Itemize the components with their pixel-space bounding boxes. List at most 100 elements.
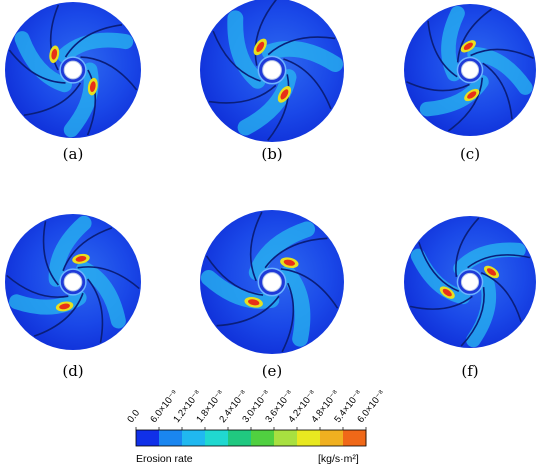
impeller-panel — [196, 0, 348, 151]
blade — [482, 62, 513, 120]
blade — [23, 82, 82, 116]
erosion-hotspot-core — [442, 288, 452, 297]
colorbar-tick-label: 0.0 — [125, 407, 143, 425]
blade — [87, 278, 104, 343]
impeller-eye — [262, 60, 282, 80]
erosion-band — [9, 290, 87, 315]
blade — [267, 74, 290, 141]
erosion-band — [200, 270, 280, 309]
impeller-contour — [5, 2, 141, 138]
blade — [33, 292, 84, 337]
colorbar-segment — [182, 430, 206, 446]
blade — [480, 272, 522, 322]
blade — [80, 56, 138, 91]
erosion-band — [453, 242, 526, 276]
blade — [62, 227, 113, 272]
erosion-band — [261, 40, 344, 73]
colorbar-segment — [205, 430, 229, 446]
blade — [49, 4, 60, 71]
erosion-band — [279, 265, 311, 347]
erosion-band — [76, 261, 126, 329]
erosion-hotspot-core — [89, 81, 96, 92]
erosion-hotspot-core — [51, 48, 58, 60]
blade — [249, 211, 263, 282]
blade — [8, 49, 66, 84]
panel-caption: (b) — [261, 145, 283, 163]
blade — [406, 81, 470, 92]
blade — [205, 255, 264, 296]
erosion-band — [248, 221, 316, 281]
colorbar-unit-label: [kg/s·m²] — [318, 453, 359, 465]
impeller-contour — [200, 0, 344, 142]
blade — [409, 295, 473, 310]
erosion-hotspot-core — [59, 303, 70, 310]
erosion-hotspot-core — [280, 89, 289, 100]
blade — [467, 254, 531, 269]
colorbar-segment — [159, 430, 183, 446]
impeller-eye — [460, 60, 480, 80]
impeller-panel — [1, 0, 145, 147]
impeller-panel — [400, 0, 540, 145]
colorbar-segment — [136, 430, 160, 446]
blade — [208, 84, 277, 104]
impeller-contour — [200, 210, 344, 354]
blade — [254, 0, 277, 66]
erosion-band — [48, 215, 92, 287]
blade — [280, 268, 339, 309]
blade — [456, 8, 493, 63]
impeller-panel — [1, 210, 145, 359]
erosion-band — [467, 46, 533, 95]
erosion-hotspot-core — [463, 42, 473, 50]
blade — [427, 20, 458, 78]
blade — [447, 77, 484, 132]
colorbar-segment — [228, 430, 252, 446]
blade — [455, 217, 480, 278]
impeller-eye — [262, 272, 282, 292]
impeller-panel — [400, 212, 540, 357]
blade — [460, 286, 485, 347]
blade — [470, 48, 534, 59]
erosion-band — [441, 5, 465, 82]
erosion-hotspot-core — [486, 268, 497, 276]
colorbar-segment — [274, 430, 298, 446]
erosion-hotspot-core — [256, 41, 265, 52]
colorbar-segment — [251, 430, 275, 446]
blade — [86, 69, 97, 136]
impeller-eye — [63, 60, 83, 80]
erosion-band — [237, 69, 297, 136]
erosion-hotspot-core — [75, 255, 87, 262]
erosion-band — [419, 74, 489, 117]
colorbar-segment — [297, 430, 321, 446]
erosion-band — [410, 248, 471, 305]
panel-caption: (e) — [261, 362, 283, 380]
impeller-panel — [196, 206, 348, 363]
panel-caption: (a) — [62, 145, 84, 163]
panel-caption: (c) — [459, 145, 481, 163]
colorbar-segment — [343, 430, 367, 446]
blade — [418, 242, 460, 292]
panel-caption: (f) — [461, 362, 479, 380]
blade — [42, 221, 59, 286]
erosion-hotspot-core — [467, 91, 477, 99]
erosion-hotspot-core — [248, 299, 260, 306]
impeller-contour — [5, 214, 141, 350]
blade — [216, 295, 280, 327]
panel-caption: (d) — [62, 362, 84, 380]
blade — [77, 266, 140, 290]
blade — [283, 58, 332, 110]
blade — [281, 282, 295, 353]
blade — [267, 36, 336, 56]
impeller-contour — [404, 216, 536, 348]
blade — [64, 24, 123, 58]
blade — [212, 30, 261, 82]
impeller-eye — [460, 272, 480, 292]
erosion-hotspot-core — [283, 259, 296, 266]
impeller-eye — [63, 272, 83, 292]
colorbar-quantity-label: Erosion rate — [136, 453, 193, 465]
colorbar-frame — [135, 429, 367, 447]
erosion-band — [466, 273, 497, 348]
impeller-contour — [404, 4, 536, 136]
blade — [264, 237, 328, 269]
colorbar-segment — [320, 430, 344, 446]
blade — [6, 274, 69, 298]
